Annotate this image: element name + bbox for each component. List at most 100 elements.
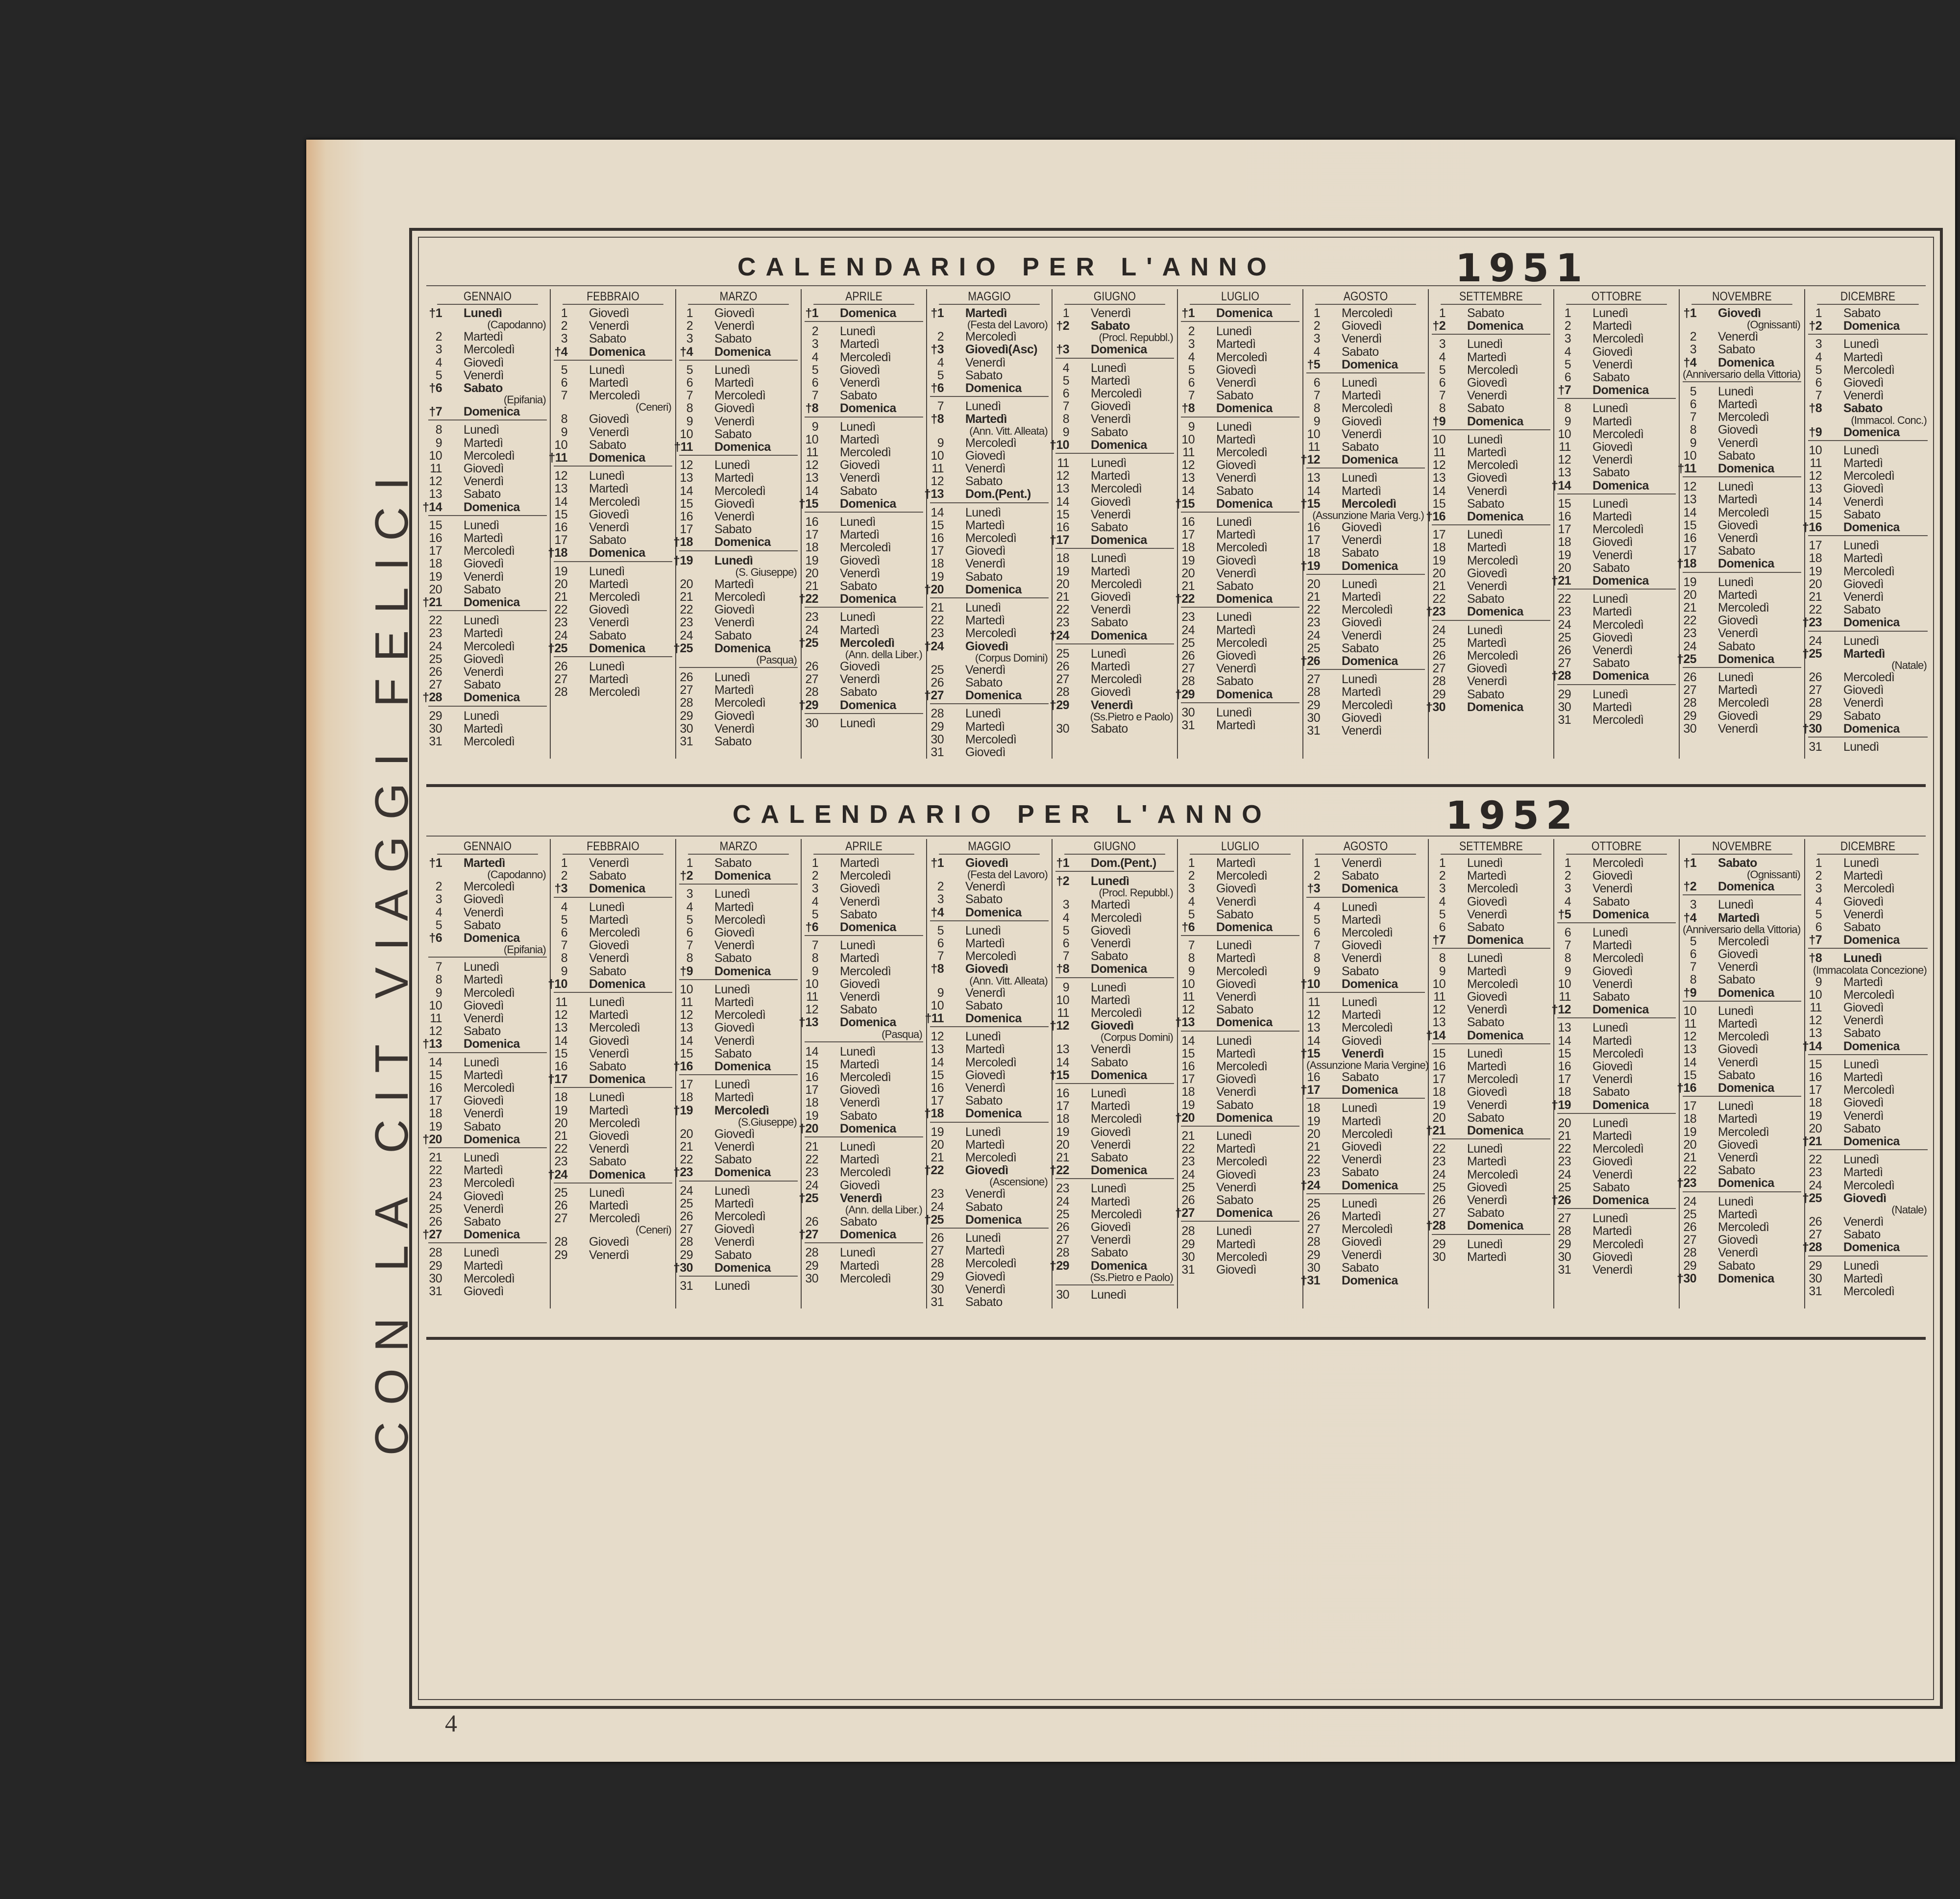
- day-entry: 14 Lunedì: [428, 1056, 547, 1069]
- day-number: 27: [1056, 1233, 1069, 1247]
- day-entry: 10 Mercoledì: [1808, 988, 1928, 1001]
- weekday: Sabato: [1091, 319, 1130, 333]
- day-entry: †18 Domenica: [673, 536, 798, 548]
- day-number: 23: [1181, 1155, 1195, 1169]
- weekday: Martedì: [1216, 856, 1256, 870]
- day-number: 14: [931, 1055, 944, 1069]
- day-number: 11: [1182, 990, 1195, 1004]
- day-number: 16: [1809, 1070, 1822, 1085]
- weekday: Martedì: [840, 1258, 880, 1273]
- day-number: †24: [924, 639, 944, 653]
- day-number: 13: [1056, 1042, 1069, 1057]
- day-entry: 18 Giovedì: [1808, 1096, 1928, 1109]
- day-number: 4: [435, 355, 442, 370]
- day-number: 18: [1307, 1101, 1320, 1115]
- day-entry: 30 Mercoledì: [930, 733, 1049, 746]
- day-number: 15: [1181, 1046, 1195, 1060]
- day-entry: 5 Giovedì: [1055, 924, 1174, 937]
- day-number: 24: [429, 1189, 442, 1203]
- day-entry: 2 Venerdì: [554, 320, 672, 332]
- weekday: Mercoledì: [1718, 505, 1769, 519]
- day-entry: 23 Venerdì: [1683, 627, 1801, 640]
- day-entry: 15 Giovedì: [930, 1069, 1049, 1082]
- day-entry: 17 Martedì: [1181, 528, 1299, 541]
- weekday: Lunedì: [1592, 592, 1628, 606]
- day-number: 24: [680, 628, 693, 642]
- day-entry: †17 Domenica: [1300, 1084, 1425, 1096]
- weekday: Domenica: [589, 977, 645, 991]
- day-number: 12: [1683, 480, 1696, 494]
- day-entry: 12 Mercoledì: [1683, 1030, 1801, 1043]
- day-number: 10: [1181, 977, 1195, 991]
- weekday: Domenica: [464, 691, 520, 705]
- day-entry: 14 Lunedì: [1181, 1034, 1299, 1047]
- day-entry: 18 Giovedì: [428, 557, 547, 570]
- day-number: 28: [429, 1246, 442, 1260]
- day-number: 26: [1558, 643, 1571, 658]
- day-entry: 10 Mercoledì: [1432, 978, 1550, 990]
- day-number: 7: [811, 938, 819, 953]
- day-number: 13: [1809, 1026, 1822, 1040]
- week-separator: [1055, 453, 1174, 454]
- day-number: †25: [799, 636, 819, 650]
- month-column: DICEMBRE 1 Lunedì 2 Martedì 3 Mercoledì 4 Gioved…: [1802, 839, 1931, 1308]
- day-entry: †1 Giovedì: [930, 857, 1049, 869]
- day-entry: 20 Giovedì: [1808, 578, 1928, 591]
- weekday: Mercoledì: [840, 869, 891, 883]
- day-number: †7: [429, 405, 442, 419]
- day-number: 16: [680, 510, 693, 524]
- weekday: Lunedì: [1342, 471, 1377, 485]
- weekday: Mercoledì: [965, 626, 1017, 641]
- weekday: Giovedì(Asc): [965, 343, 1038, 357]
- day-entry: †12 Domenica: [1300, 453, 1425, 466]
- day-entry: 21 Mercoledì: [554, 591, 672, 603]
- weekday: Giovedì: [965, 448, 1006, 463]
- day-entry: 24 Venerdì: [1306, 629, 1425, 642]
- day-entry: 11 Martedì: [1432, 446, 1550, 459]
- day-number: 5: [1313, 913, 1321, 927]
- holiday-note: (Ann. Vitt. Alleata): [969, 974, 1048, 987]
- divider: [426, 836, 1926, 837]
- day-number: 2: [1439, 869, 1446, 883]
- day-entry: 24 Lunedì: [1432, 623, 1550, 637]
- day-entry: †24 Domenica: [1050, 629, 1174, 642]
- day-entry: 1 Sabato: [1432, 307, 1550, 320]
- day-entry: 6 Mercoledì: [1055, 387, 1174, 400]
- day-number: 8: [1564, 951, 1571, 965]
- weekday: Lunedì: [1216, 515, 1252, 529]
- day-number: †9: [1683, 986, 1696, 1000]
- day-number: 27: [554, 672, 567, 687]
- day-entry: 23 Mercoledì: [1181, 1155, 1299, 1168]
- day-entry: 1 Sabato: [1808, 307, 1928, 320]
- weekday: Lunedì: [1843, 443, 1879, 457]
- day-number: †5: [1558, 907, 1571, 921]
- holiday-note: (Ascensione): [989, 1176, 1048, 1188]
- day-entry: 15 Sabato: [1432, 497, 1550, 510]
- day-entry: 15 Venerdì: [1055, 508, 1174, 521]
- weekday: Martedì: [1342, 484, 1381, 498]
- day-entry: 16 Giovedì: [1557, 1060, 1676, 1073]
- day-number: 1: [811, 856, 819, 870]
- day-number: 24: [805, 623, 818, 637]
- day-entry: 5 Lunedì: [554, 364, 672, 376]
- day-number: 30: [805, 716, 818, 730]
- day-number: 17: [1683, 544, 1696, 558]
- day-number: 5: [1188, 363, 1195, 377]
- day-number: †1: [429, 856, 442, 870]
- weekday: Martedì: [589, 376, 629, 390]
- day-number: 19: [1809, 564, 1822, 578]
- day-number: 22: [680, 1153, 693, 1167]
- week-separator: [1683, 476, 1801, 478]
- weekday: Sabato: [714, 951, 752, 965]
- weekday: Sabato: [1718, 343, 1755, 357]
- day-entry: 2 Venerdì: [1683, 330, 1801, 343]
- day-entry: 2 Giovedì: [1557, 869, 1676, 882]
- weekday: Venerdì: [1718, 531, 1759, 545]
- day-entry: 23 Sabato: [554, 1155, 672, 1168]
- weekday: Martedì: [1843, 551, 1883, 566]
- weekday: Martedì: [1216, 528, 1256, 542]
- weekday: Venerdì: [1091, 507, 1131, 521]
- day-entry: 31 Mercoledì: [1808, 1285, 1928, 1298]
- day-entry: 25 Lunedì: [1306, 1197, 1425, 1210]
- day-number: 27: [1809, 683, 1822, 697]
